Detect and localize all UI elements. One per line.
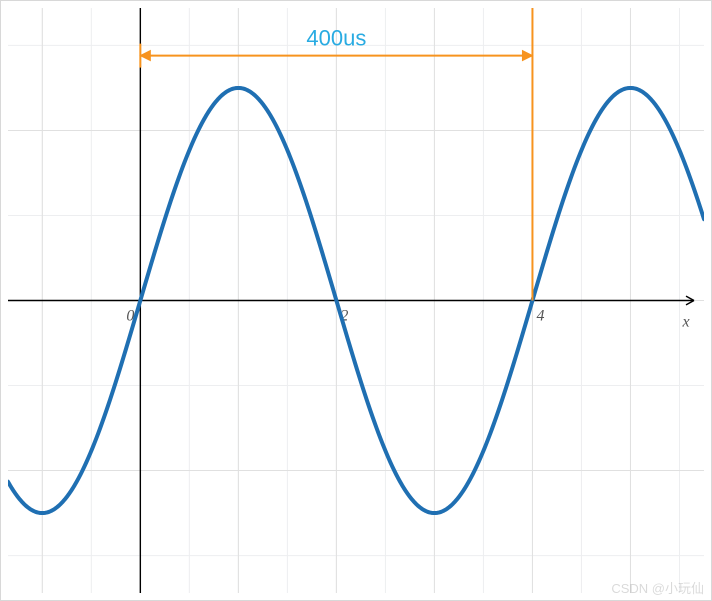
chart-container: 024x400us CSDN @小玩仙 bbox=[0, 0, 712, 601]
period-label: 400us bbox=[306, 26, 366, 51]
x-tick-label: 4 bbox=[536, 308, 544, 325]
sine-chart: 024x400us bbox=[0, 0, 712, 601]
x-axis-label: x bbox=[681, 314, 689, 331]
